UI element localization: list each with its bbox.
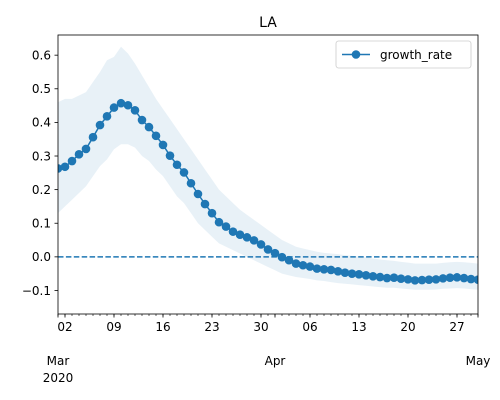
x-year-label: 2020 [43,371,74,385]
y-tick-label: 0.6 [32,48,51,62]
x-tick-label: 13 [351,320,366,334]
data-point [417,275,427,285]
data-point [256,240,266,249]
data-point [81,144,91,154]
data-point [109,103,119,112]
data-point [466,274,476,284]
data-point [249,236,259,245]
x-tick-label: 23 [204,320,219,334]
data-point [200,199,210,209]
data-point [151,131,161,141]
data-point [60,162,70,172]
data-point [361,271,371,280]
data-point [382,273,392,283]
data-point [305,262,315,271]
data-point [368,272,378,281]
data-point [354,270,364,279]
legend-box [335,40,472,69]
data-point [347,269,357,278]
data-point [277,252,287,262]
data-point [207,208,217,218]
data-point [263,245,273,254]
data-point [179,168,189,177]
data-point [438,274,448,283]
data-point [228,227,238,236]
data-point [158,140,168,150]
data-point [319,264,329,274]
data-point [172,160,182,170]
data-point [452,273,462,282]
data-point [242,233,252,242]
x-tick-label: 20 [400,320,415,334]
data-point [186,178,196,188]
legend-label: growth_rate [380,48,452,62]
x-tick-label: 06 [302,320,317,334]
legend-marker [351,50,361,59]
data-point [340,268,350,277]
data-point [144,122,154,132]
data-point [326,265,336,275]
data-point [298,260,308,270]
confidence-band [58,46,478,290]
data-point [116,98,126,108]
x-tick-label: 02 [57,320,72,334]
x-month-label: May [466,354,491,368]
confidence-band-layer [58,46,478,290]
data-point [130,105,140,115]
data-point [375,272,385,282]
legend: growth_rate [335,40,472,69]
data-point [67,156,77,166]
y-tick-label: 0.5 [32,82,51,96]
y-tick-label: 0.3 [32,149,51,163]
data-point [270,248,280,258]
x-tick-label: 09 [106,320,121,334]
y-tick-label: 0.0 [32,250,51,264]
y-tick-label: 0.1 [32,217,51,231]
data-point [165,151,175,160]
chart-title: LA [259,15,277,31]
data-point [102,112,112,121]
series-layer [58,98,478,285]
data-point [389,273,399,282]
data-point [396,274,406,284]
x-month-label: Apr [265,354,286,368]
axes-layer: −0.1 0.0 0.1 0.2 0.3 0.4 0.5 0.6 02 09 16 23 30 06 13 2… [22,34,491,385]
x-tick-label: 30 [253,320,268,334]
y-tick-label: 0.4 [32,116,51,130]
data-point [214,217,224,227]
y-tick-label: 0.2 [32,183,51,197]
x-month-label: Mar [47,354,70,368]
data-point [137,115,147,125]
data-point [88,132,98,142]
data-point [473,275,478,285]
x-tick-label: 16 [155,320,170,334]
y-tick-label: −0.1 [22,284,51,298]
data-point [333,267,343,276]
data-point [123,100,133,110]
data-point [74,150,84,159]
data-point [284,255,294,265]
data-point [291,259,301,268]
data-point [403,275,413,284]
data-point [193,189,203,199]
data-point [410,276,420,285]
data-point [424,275,434,285]
data-point [431,275,441,284]
data-point [95,120,105,130]
data-point [221,222,231,231]
x-tick-label: 27 [449,320,464,334]
data-point [459,273,469,283]
data-point [312,264,322,273]
data-point [235,230,245,239]
data-point [445,273,455,282]
